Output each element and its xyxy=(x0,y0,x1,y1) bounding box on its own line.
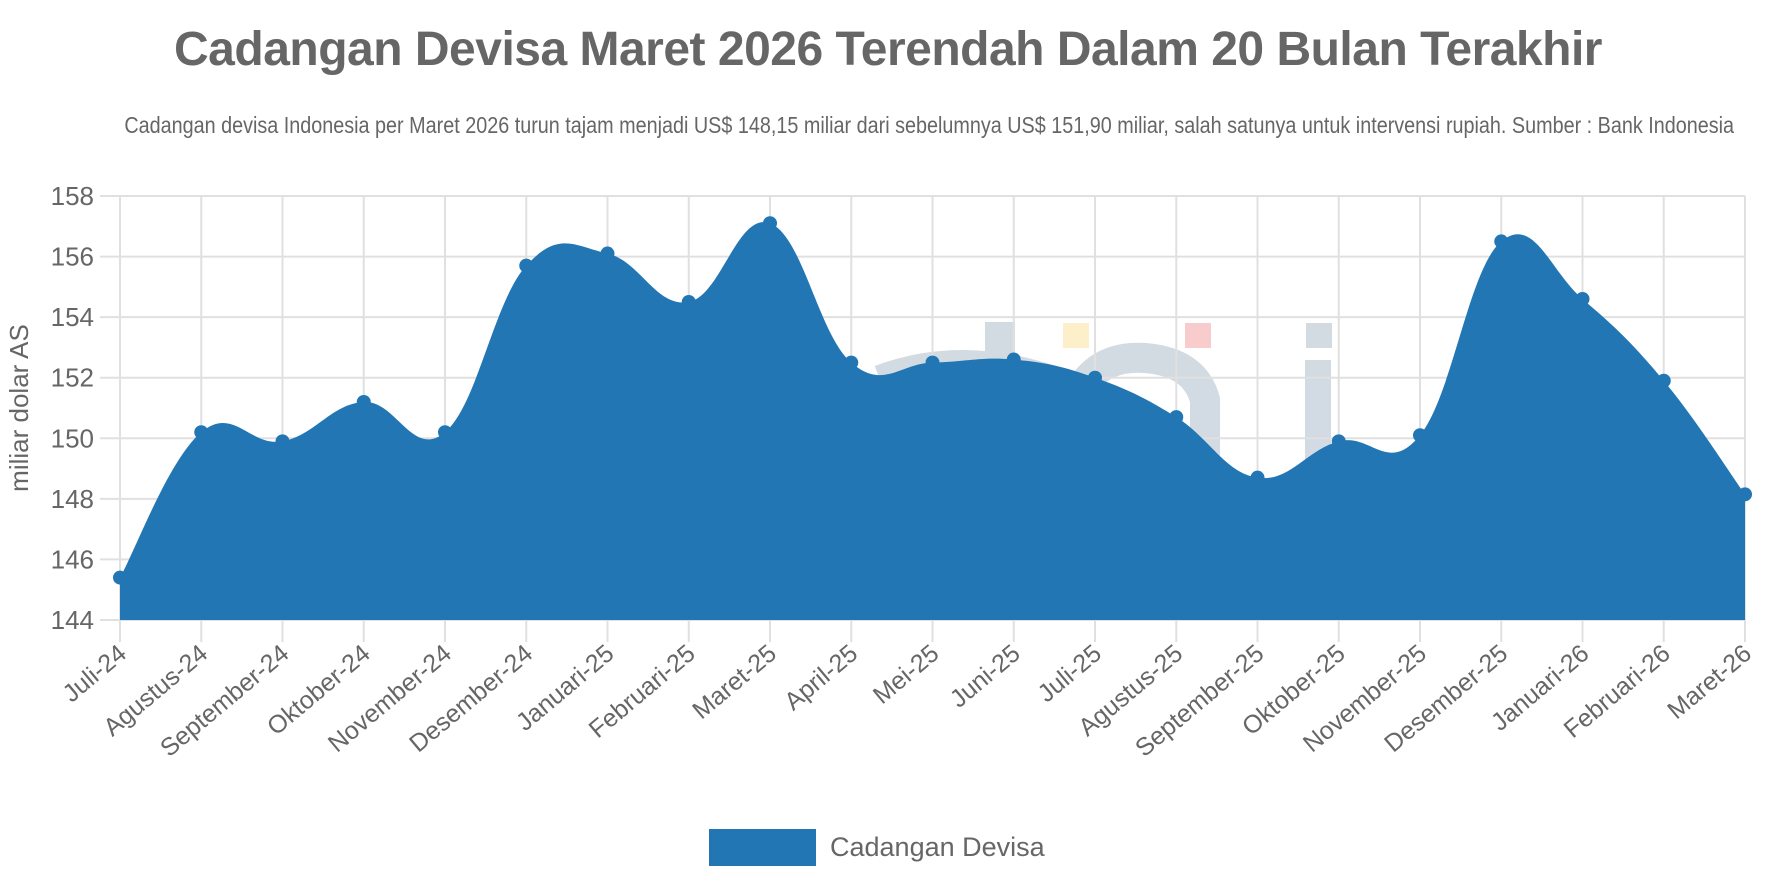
data-point[interactable] xyxy=(275,434,290,449)
chart-subtitle: Cadangan devisa Indonesia per Maret 2026… xyxy=(124,112,1735,138)
data-point[interactable] xyxy=(681,295,696,309)
data-point[interactable] xyxy=(925,355,940,370)
data-point[interactable] xyxy=(1738,487,1752,502)
data-point[interactable] xyxy=(763,216,777,231)
data-point[interactable] xyxy=(113,570,127,585)
x-tick-label: Juni-25 xyxy=(945,639,1026,713)
y-tick-label: 148 xyxy=(51,484,94,514)
y-tick-label: 158 xyxy=(51,181,94,211)
data-point[interactable] xyxy=(1494,234,1509,249)
x-tick-label: April-25 xyxy=(779,639,863,716)
x-tick-label: Juli-25 xyxy=(1032,639,1106,708)
legend-swatch xyxy=(709,829,816,866)
y-tick-label: 154 xyxy=(51,302,94,332)
y-tick-label: 146 xyxy=(51,544,94,574)
data-point[interactable] xyxy=(356,394,371,409)
legend-item-cadangan-devisa[interactable]: Cadangan Devisa xyxy=(709,829,1045,866)
data-point[interactable] xyxy=(194,425,209,440)
data-point[interactable] xyxy=(1006,352,1021,367)
x-tick-label: Juli-24 xyxy=(57,639,131,708)
data-point[interactable] xyxy=(1575,291,1590,306)
data-point[interactable] xyxy=(844,355,859,370)
y-axis-ticks: 144 146 148 150 152 154 156 158 xyxy=(51,181,94,635)
data-points xyxy=(113,216,1752,585)
x-tick-label: Maret-26 xyxy=(1662,639,1757,725)
data-point[interactable] xyxy=(1331,434,1346,449)
data-point[interactable] xyxy=(1656,373,1671,388)
data-point[interactable] xyxy=(1413,428,1427,443)
area-series-cadangan-devisa[interactable] xyxy=(120,222,1745,620)
chart-title: Cadangan Devisa Maret 2026 Terendah Dala… xyxy=(174,23,1602,76)
data-point[interactable] xyxy=(1169,410,1184,425)
y-tick-label: 150 xyxy=(51,423,94,453)
y-tick-label: 152 xyxy=(51,363,94,393)
data-point[interactable] xyxy=(519,258,534,273)
legend-label: Cadangan Devisa xyxy=(830,832,1045,862)
y-axis-label: miliar dolar AS xyxy=(4,324,34,492)
y-tick-label: 144 xyxy=(51,605,94,635)
x-tick-label: Maret-25 xyxy=(687,639,782,725)
x-tick-label: Mei-25 xyxy=(868,639,945,710)
data-point[interactable] xyxy=(1250,470,1265,485)
data-point[interactable] xyxy=(600,246,615,261)
data-point[interactable] xyxy=(1088,370,1102,385)
data-point[interactable] xyxy=(438,425,452,440)
x-axis-ticks: Juli-24Agustus-24September-24Oktober-24N… xyxy=(57,639,1756,762)
y-tick-label: 156 xyxy=(51,242,94,272)
